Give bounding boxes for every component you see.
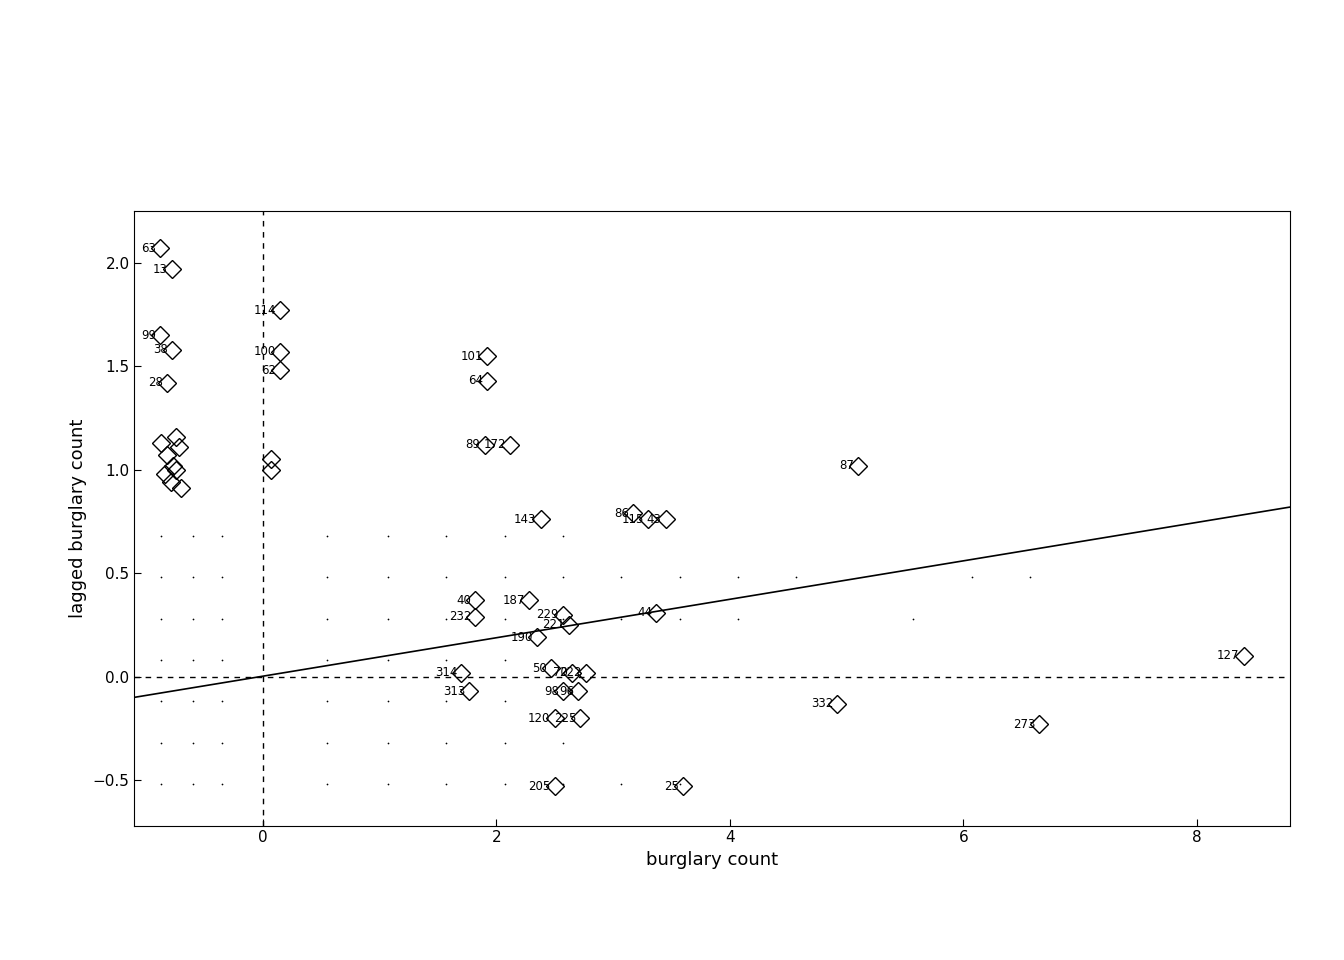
Text: 232: 232: [449, 611, 472, 623]
Text: 70: 70: [554, 666, 569, 679]
Text: 44: 44: [637, 606, 652, 619]
Text: 40: 40: [456, 593, 472, 607]
Text: 89: 89: [465, 439, 481, 451]
Text: 28: 28: [148, 376, 163, 390]
Text: 187: 187: [503, 593, 526, 607]
Text: 222: 222: [559, 666, 582, 679]
Text: 127: 127: [1216, 650, 1239, 662]
Text: 229: 229: [536, 608, 559, 621]
Text: 25: 25: [664, 780, 679, 793]
Text: 62: 62: [261, 364, 276, 377]
Text: 120: 120: [528, 711, 551, 725]
Text: 99: 99: [141, 329, 156, 342]
Text: 98: 98: [544, 684, 559, 698]
Y-axis label: lagged burglary count: lagged burglary count: [69, 419, 87, 618]
Text: 86: 86: [614, 507, 629, 519]
Text: 13: 13: [153, 263, 168, 276]
Text: 313: 313: [444, 684, 465, 698]
Text: 314: 314: [434, 666, 457, 679]
Text: 225: 225: [554, 711, 577, 725]
Text: 100: 100: [254, 346, 276, 358]
Text: 273: 273: [1012, 718, 1035, 731]
Text: 115: 115: [621, 513, 644, 526]
Text: 101: 101: [461, 349, 482, 363]
Text: 143: 143: [515, 513, 536, 526]
X-axis label: burglary count: burglary count: [646, 851, 778, 869]
Text: 221: 221: [542, 618, 564, 632]
Text: 332: 332: [810, 697, 833, 710]
Text: 38: 38: [153, 344, 168, 356]
Text: 63: 63: [141, 242, 156, 255]
Text: 64: 64: [468, 374, 482, 387]
Text: 172: 172: [484, 439, 507, 451]
Text: 50: 50: [532, 661, 547, 675]
Text: 114: 114: [254, 304, 276, 317]
Text: 205: 205: [528, 780, 551, 793]
Text: 43: 43: [646, 513, 661, 526]
Text: 190: 190: [511, 631, 534, 644]
Text: 87: 87: [839, 459, 853, 472]
Text: 96: 96: [559, 684, 574, 698]
